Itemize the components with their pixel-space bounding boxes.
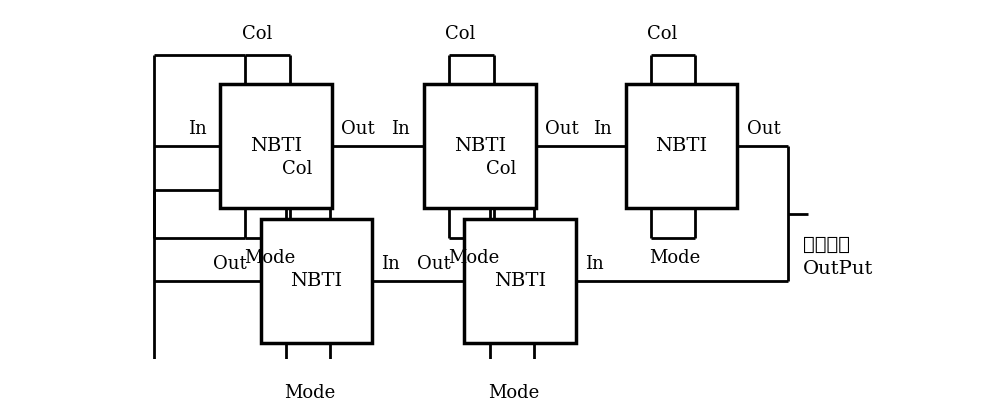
Text: Mode: Mode xyxy=(244,249,295,267)
Text: Out: Out xyxy=(417,255,450,273)
Text: In: In xyxy=(585,255,604,273)
Text: Col: Col xyxy=(486,160,516,179)
Bar xyxy=(220,84,332,208)
Text: In: In xyxy=(382,255,400,273)
Bar xyxy=(261,219,372,343)
Text: NBTI: NBTI xyxy=(655,137,708,155)
Text: In: In xyxy=(391,120,410,138)
Bar xyxy=(626,84,737,208)
Text: Out: Out xyxy=(213,255,247,273)
Text: 振荡输出: 振荡输出 xyxy=(803,237,850,254)
Text: OutPut: OutPut xyxy=(803,260,874,278)
Text: Col: Col xyxy=(282,160,312,179)
Bar xyxy=(424,84,536,208)
Text: Out: Out xyxy=(341,120,375,138)
Text: NBTI: NBTI xyxy=(494,272,546,290)
Text: Col: Col xyxy=(647,25,677,44)
Text: Col: Col xyxy=(242,25,272,44)
Text: Out: Out xyxy=(545,120,579,138)
Text: Col: Col xyxy=(445,25,476,44)
Text: Mode: Mode xyxy=(488,384,539,402)
Text: NBTI: NBTI xyxy=(250,137,302,155)
Text: Mode: Mode xyxy=(649,249,700,267)
Text: Out: Out xyxy=(747,120,780,138)
Text: In: In xyxy=(593,120,612,138)
Text: Mode: Mode xyxy=(448,249,499,267)
Text: In: In xyxy=(188,120,206,138)
Text: NBTI: NBTI xyxy=(290,272,342,290)
Text: NBTI: NBTI xyxy=(454,137,506,155)
Text: Mode: Mode xyxy=(284,384,335,402)
Bar xyxy=(464,219,576,343)
